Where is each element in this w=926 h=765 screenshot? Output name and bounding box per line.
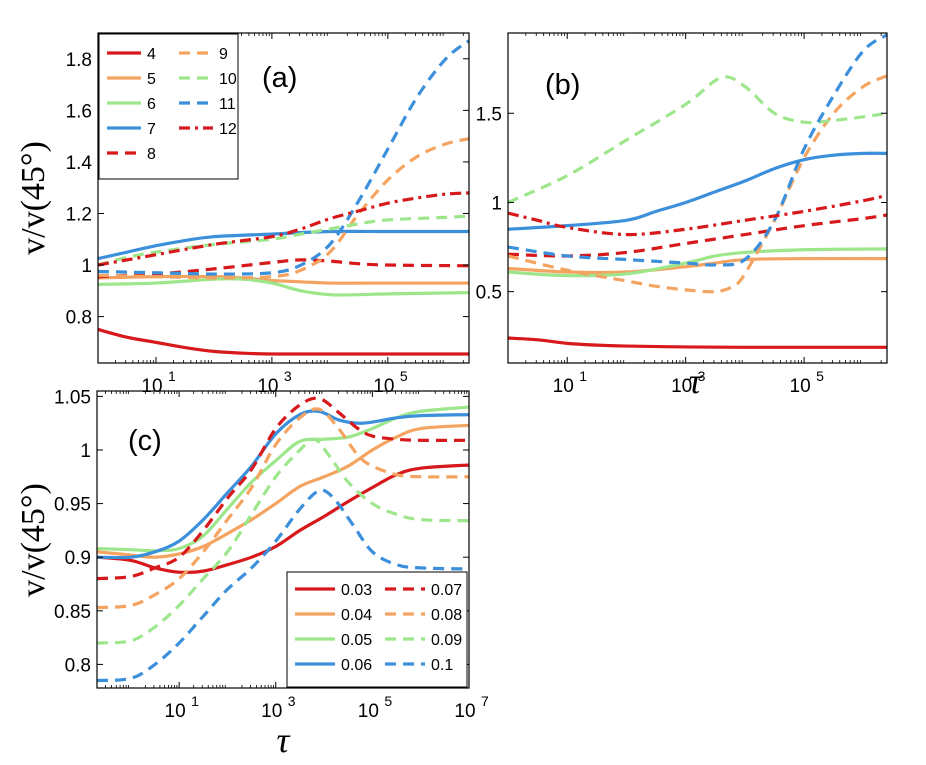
axes-frame-a xyxy=(97,32,470,364)
legend-entry-label: 0.05 xyxy=(341,632,372,649)
x-tick-exponent: 5 xyxy=(384,693,392,709)
panel-label-c: (c) xyxy=(128,425,162,457)
legend-entry-label: 0.1 xyxy=(431,657,453,674)
series-line-b-10 xyxy=(508,75,887,204)
y-tick-label: 1.2 xyxy=(66,204,92,225)
series-line-a-9 xyxy=(98,137,469,280)
y-tick-label: 0.5 xyxy=(476,283,502,304)
x-tick-exponent: 7 xyxy=(481,693,489,709)
series-line-a-12 xyxy=(98,191,469,267)
series-line-a-11 xyxy=(98,39,469,276)
series-group-a xyxy=(98,39,469,356)
y-axis-label-c: v/v(45°) xyxy=(15,483,52,597)
series-line-c-0.07 xyxy=(97,396,469,581)
legend-entry-label: 0.06 xyxy=(341,657,372,674)
axes-frame-b xyxy=(507,32,888,364)
y-tick-label: 0.8 xyxy=(65,655,91,676)
y-tick-label: 1.6 xyxy=(66,101,92,122)
legend-entry-label: 10 xyxy=(219,71,237,88)
legend-entry-label: 0.04 xyxy=(341,607,372,624)
series-group-b xyxy=(508,33,887,349)
series-group-c xyxy=(97,396,469,683)
x-axis-label-b: τ xyxy=(689,361,703,401)
y-tick-label: 0.9 xyxy=(65,548,91,569)
x-tick-label: 10 xyxy=(671,376,692,397)
x-tick-exponent: 1 xyxy=(579,368,587,384)
legend-entry-label: 6 xyxy=(147,96,156,113)
legend-entry-label: 0.08 xyxy=(431,607,462,624)
x-tick-exponent: 3 xyxy=(698,368,706,384)
legend-entry-label: 0.09 xyxy=(431,632,462,649)
series-line-c-0.06 xyxy=(97,409,469,560)
x-tick-exponent: 3 xyxy=(284,368,292,384)
y-tick-label: 1.05 xyxy=(54,387,91,408)
series-line-b-6 xyxy=(508,247,887,278)
axes-frame-c xyxy=(96,390,470,689)
series-line-c-0.03 xyxy=(97,463,469,575)
x-tick-label: 10 xyxy=(261,701,282,722)
panel-label-a: (a) xyxy=(262,62,297,94)
series-line-b-11 xyxy=(508,33,887,267)
series-line-c-0.04 xyxy=(97,423,469,559)
y-tick-label: 0.85 xyxy=(54,602,91,623)
x-tick-label: 10 xyxy=(141,376,162,397)
legend-a: 4 5 6 7 8 9 10 11 12 xyxy=(98,33,239,180)
legend-c: 0.03 0.04 0.05 0.06 0.07 0.08 0.09 0.1 xyxy=(286,571,468,688)
series-line-a-10 xyxy=(98,214,469,267)
series-line-a-7 xyxy=(98,229,469,261)
x-tick-label: 10 xyxy=(454,701,475,722)
legend-box xyxy=(98,33,239,180)
y-axis-label-a: v/v(45°) xyxy=(15,141,52,255)
panel-b: 0.5 1 1.5 10 1 10 3 10 5 (b) τ xyxy=(476,32,888,401)
x-tick-label: 10 xyxy=(358,701,379,722)
series-line-b-7 xyxy=(508,151,887,231)
legend-entry-label: 0.07 xyxy=(431,582,462,599)
panel-a: 0.8 1 1.2 1.4 1.6 1.8 10 1 10 3 10 5 (a) v/v(45°) 4 5 6 7… xyxy=(15,32,470,397)
x-tick-label: 10 xyxy=(165,701,186,722)
legend-entry-label: 8 xyxy=(147,146,156,163)
panel-label-b: (b) xyxy=(545,69,580,101)
panel-c: 0.8 0.85 0.9 0.95 1 1.05 10 1 10 3 10 5 10 7 (c) v/v(45… xyxy=(15,387,489,760)
legend-entry-label: 0.03 xyxy=(341,582,372,599)
series-line-a-6 xyxy=(98,277,469,297)
x-tick-label: 10 xyxy=(553,376,574,397)
series-line-c-0.09 xyxy=(97,437,469,645)
legend-entry-label: 9 xyxy=(219,46,228,63)
series-line-a-4 xyxy=(98,327,469,356)
legend-entry-label: 11 xyxy=(219,96,236,113)
y-tick-label: 1 xyxy=(81,256,92,277)
y-tick-label: 1 xyxy=(80,441,91,462)
x-tick-label: 10 xyxy=(373,376,394,397)
x-axis-label-c: τ xyxy=(277,720,291,760)
y-tick-label: 1.4 xyxy=(66,153,93,174)
legend-entry-label: 5 xyxy=(147,71,156,88)
series-line-b-12 xyxy=(508,193,887,237)
x-tick-exponent: 5 xyxy=(400,368,408,384)
legend-entry-label: 12 xyxy=(219,121,237,138)
legend-entry-label: 4 xyxy=(147,46,156,63)
x-tick-exponent: 1 xyxy=(168,368,176,384)
legend-box xyxy=(286,571,468,688)
y-tick-label: 1.8 xyxy=(66,50,92,71)
series-line-c-0.1 xyxy=(97,488,469,683)
legend-entry-label: 7 xyxy=(147,121,156,138)
x-tick-exponent: 5 xyxy=(816,368,824,384)
series-line-b-4 xyxy=(508,336,887,349)
series-line-c-0.08 xyxy=(97,407,469,610)
y-tick-label: 0.8 xyxy=(66,308,92,329)
y-tick-label: 1 xyxy=(491,193,502,214)
x-tick-exponent: 1 xyxy=(191,693,199,709)
y-tick-label: 0.95 xyxy=(54,495,91,516)
y-tick-label: 1.5 xyxy=(476,104,502,125)
x-tick-label: 10 xyxy=(790,376,811,397)
x-tick-exponent: 3 xyxy=(288,693,296,709)
